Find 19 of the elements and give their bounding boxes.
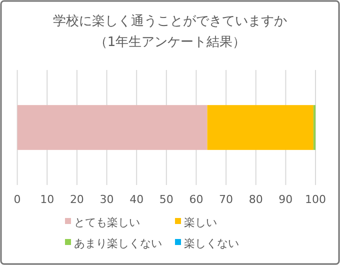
legend-label: 楽しい (184, 216, 217, 229)
x-tick-label: 20 (70, 193, 84, 206)
x-tick-label: 10 (40, 193, 54, 206)
x-tick-label: 40 (130, 193, 144, 206)
legend-label: あまり楽しくない (74, 237, 162, 250)
chart-subtitle: （1年生アンケート結果） (94, 35, 246, 50)
x-tick-label: 90 (278, 193, 293, 206)
x-tick-label: 50 (159, 193, 174, 206)
x-tick-label: 30 (100, 193, 114, 206)
bar (207, 105, 314, 150)
x-tick-label: 70 (219, 193, 234, 206)
chart-title: 学校に楽しく通うことができていますか (53, 14, 287, 29)
bar (17, 105, 208, 150)
legend-label: とても楽しい (74, 216, 140, 229)
x-tick-label: 80 (248, 193, 263, 206)
x-tick-label: 0 (14, 193, 21, 206)
x-tick-label: 100 (305, 193, 326, 206)
legend-label: 楽しくない (184, 237, 239, 250)
x-tick-label: 60 (189, 193, 204, 206)
